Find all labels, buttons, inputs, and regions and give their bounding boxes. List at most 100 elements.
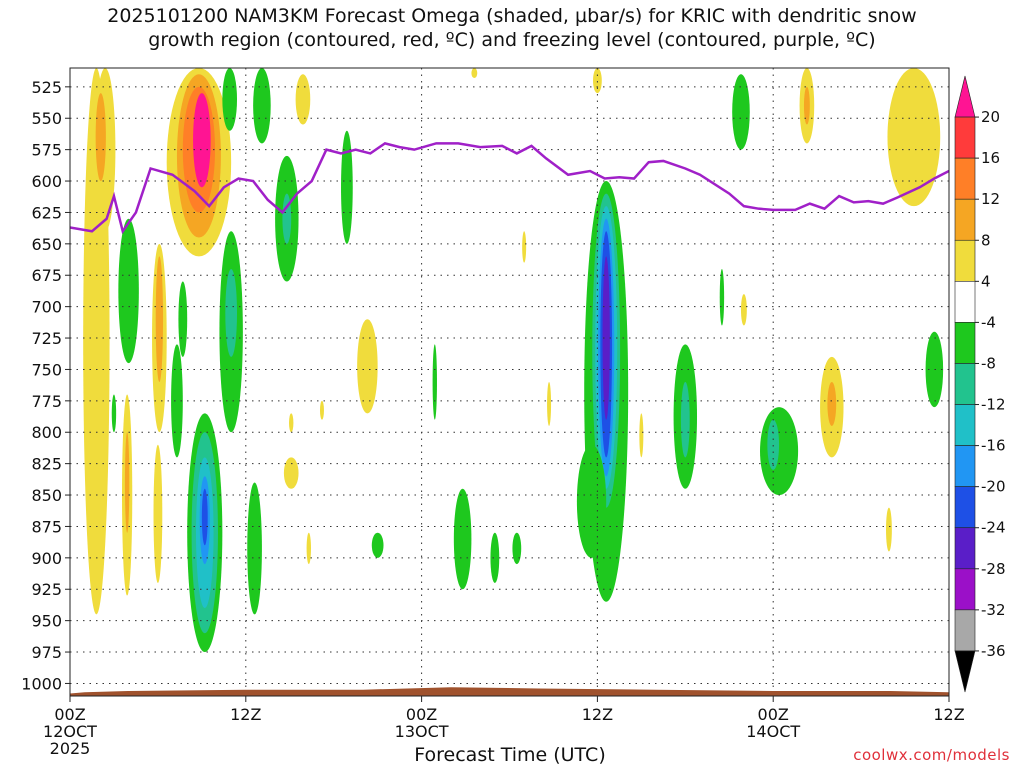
colorbar: 20 16 12 8 4 -4 -8 -12 -16 -20 -24 -28 -32 -36 (954, 75, 1006, 693)
colorbar-segment (954, 363, 976, 405)
colorbar-label: 20 (981, 108, 1000, 126)
x-tick-label: 12Z (582, 705, 613, 724)
omega-region-neg-u (178, 281, 188, 357)
y-tick-label: 925 (31, 580, 62, 599)
y-tick-label: 650 (31, 235, 62, 254)
omega-region-small-pos-o (639, 413, 644, 458)
y-tick-label: 675 (31, 266, 62, 285)
colorbar-label: -24 (981, 519, 1006, 537)
x-tick-date: 13OCT (395, 722, 449, 741)
omega-region-low-neg-h5 (201, 488, 208, 546)
colorbar-label: -28 (981, 560, 1006, 578)
y-tick-label: 975 (31, 643, 62, 662)
omega-region-main-neg-6 (602, 256, 610, 420)
y-tick-label: 950 (31, 612, 62, 631)
omega-region-main-neg-low (576, 444, 607, 558)
omega-region-top-pos-h (593, 68, 602, 94)
colorbar-label: 8 (981, 231, 991, 249)
omega-region-neg-t (111, 394, 117, 433)
omega-region-neg-p2 (767, 419, 780, 470)
omega-region-top-pos-i8 (803, 86, 810, 125)
omega-region-neg-f2 (282, 193, 292, 244)
y-tick-label: 725 (31, 329, 62, 348)
colorbar-cap-bottom (954, 650, 976, 693)
omega-region-small-pos-f (289, 413, 294, 433)
colorbar-segment (954, 445, 976, 487)
colorbar-segment (954, 486, 976, 529)
title-line-1: 2025101200 NAM3KM Forecast Omega (shaded… (107, 5, 917, 27)
y-tick-label: 850 (31, 486, 62, 505)
omega-region-small-pos-e (283, 457, 299, 489)
omega-region-neg-e (253, 68, 271, 144)
colorbar-label: -36 (981, 642, 1006, 660)
colorbar-label: -4 (981, 313, 996, 331)
omega-region-low-neg-l (490, 532, 500, 583)
y-tick-label: 875 (31, 517, 62, 536)
omega-region-small-pos-m (886, 507, 892, 552)
y-tick-label: 600 (31, 172, 62, 191)
y-tick-label: 900 (31, 549, 62, 568)
omega-region-low-neg-m (512, 532, 522, 565)
y-tick-label: 750 (31, 360, 62, 379)
y-tick-label: 550 (31, 109, 62, 128)
x-tick-label: 00Z (758, 705, 789, 724)
colorbar-segment (954, 116, 976, 159)
omega-region-small-pos-l (740, 294, 747, 326)
x-tick-label: 12Z (230, 705, 261, 724)
colorbar-label: -32 (981, 601, 1006, 619)
colorbar-label: 16 (981, 149, 1000, 167)
colorbar-cap-top (954, 75, 976, 118)
omega-region-small-pos-n (547, 382, 552, 426)
omega-region-low-pos-b (124, 432, 130, 533)
x-tick-year: 2025 (50, 739, 91, 758)
colorbar-segment (954, 404, 976, 446)
y-tick-label: 625 (31, 203, 62, 222)
omega-region-top-pos-g (295, 74, 311, 125)
colorbar-label: -16 (981, 437, 1006, 455)
colorbar-label: -8 (981, 354, 996, 372)
omega-region-neg-d (222, 68, 238, 131)
omega-region-mid-pos-8 (155, 256, 164, 383)
colorbar-label: -20 (981, 478, 1006, 496)
freezing-level-line (70, 142, 949, 235)
omega-region-neg-q (732, 74, 750, 150)
x-tick-label: 12Z (933, 705, 964, 724)
colorbar-segment (954, 239, 976, 282)
omega-region-neg-c2 (225, 268, 238, 357)
colorbar-label: -12 (981, 396, 1006, 414)
omega-region-small-pos-r (306, 532, 311, 565)
omega-region-neg-g (341, 130, 353, 244)
omega-region-neg-s (719, 268, 725, 326)
colorbar-label: 4 (981, 272, 991, 290)
omega-shading (83, 68, 944, 653)
omega-region-low-pos-c (153, 444, 163, 583)
colorbar-segment (954, 198, 976, 241)
y-tick-label: 800 (31, 423, 62, 442)
omega-region-low-neg-k (453, 488, 472, 590)
x-tick-date: 12OCT (43, 722, 97, 741)
y-tick-label: 525 (31, 78, 62, 97)
omega-region-upper-max-20 (193, 93, 211, 188)
terrain (70, 687, 949, 696)
y-tick-label: 700 (31, 298, 62, 317)
title-line-2: growth region (contoured, red, ºC) and f… (148, 29, 876, 51)
x-tick-date: 14OCT (746, 722, 800, 741)
colorbar-segment (954, 157, 976, 200)
omega-region-small-pos-q (522, 231, 527, 263)
plot-frame (69, 67, 950, 697)
colorbar-segment (954, 322, 976, 364)
freezing-level-contour (70, 142, 949, 235)
colorbar-segment (954, 527, 976, 570)
y-axis: 525 550 575 600 625 650 675 700 725 750 775 800 825 8… (21, 78, 70, 693)
omega-region-neg-p (760, 407, 799, 496)
omega-region-neg-r (925, 331, 944, 408)
omega-region-pos-t1c (95, 93, 106, 182)
omega-region-neg-b (171, 344, 183, 458)
credit-link[interactable]: coolwx.com/models (853, 746, 1010, 764)
omega-region-low-neg-j (371, 532, 384, 558)
x-tick-label: 00Z (406, 705, 437, 724)
omega-region-neg-a (118, 218, 139, 364)
omega-region-mid-pos-d (357, 319, 378, 414)
y-tick-label: 575 (31, 141, 62, 160)
